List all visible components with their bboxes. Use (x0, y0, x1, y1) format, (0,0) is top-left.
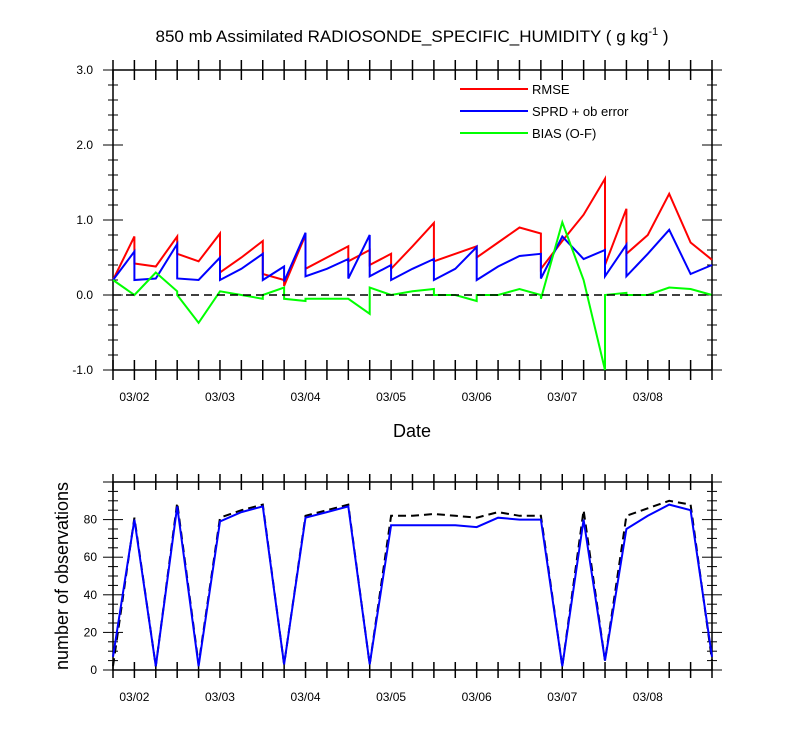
y-tick-label: 1.0 (76, 213, 93, 227)
bottom-series (112, 499, 713, 667)
x-tick-label: 03/08 (633, 390, 663, 404)
x-tick-label: 03/06 (462, 390, 492, 404)
x-tick-label: 03/04 (291, 690, 321, 704)
x-tick-label: 03/08 (633, 690, 663, 704)
x-tick-label: 03/04 (291, 390, 321, 404)
x-axis-title: Date (393, 421, 431, 441)
legend-label-rmse: RMSE (532, 82, 570, 97)
x-tick-label: 03/03 (205, 690, 235, 704)
x-tick-label: 03/02 (119, 690, 149, 704)
y-tick-label: -1.0 (72, 363, 93, 377)
series-line-assimilated (112, 503, 713, 667)
legend-label-sprd: SPRD + ob error (532, 104, 629, 119)
top-series (112, 175, 713, 371)
x-tick-label: 03/07 (547, 690, 577, 704)
top-legend: RMSE SPRD + ob error BIAS (O-F) (460, 82, 629, 141)
top-panel: 03/02 03/03 03/04 03/05 03/06 03/07 03/08 -1.0 0… (72, 60, 722, 441)
y-tick-label: 60 (84, 550, 98, 564)
y-tick-label: 40 (84, 588, 98, 602)
x-tick-label: 03/05 (376, 690, 406, 704)
y-tick-label: 3.0 (76, 63, 93, 77)
series-line-rmse (112, 175, 713, 287)
bottom-panel: 03/02 03/03 03/04 03/05 03/06 03/07 03/08 0 20 40… (52, 474, 722, 704)
y-tick-label: 20 (84, 625, 98, 639)
x-tick-label: 03/03 (205, 390, 235, 404)
y-tick-label: 0 (90, 663, 97, 677)
y-axis-title: number of observations (52, 482, 72, 670)
x-tick-label: 03/06 (462, 690, 492, 704)
y-tick-label: 0.0 (76, 288, 93, 302)
chart-title: 850 mb Assimilated RADIOSONDE_SPECIFIC_H… (156, 26, 669, 46)
top-ticks: 03/02 03/03 03/04 03/05 03/06 03/07 03/08 -1.0 0… (72, 60, 722, 404)
legend-label-bias: BIAS (O-F) (532, 126, 596, 141)
y-tick-label: 2.0 (76, 138, 93, 152)
x-tick-label: 03/05 (376, 390, 406, 404)
bottom-ticks: 03/02 03/03 03/04 03/05 03/06 03/07 03/08 0 20 40… (84, 474, 722, 704)
x-tick-label: 03/02 (119, 390, 149, 404)
x-tick-label: 03/07 (547, 390, 577, 404)
y-tick-label: 80 (84, 513, 98, 527)
series-line-sprd-ob-error (112, 228, 713, 282)
series-line-bias-o-f (112, 219, 713, 371)
